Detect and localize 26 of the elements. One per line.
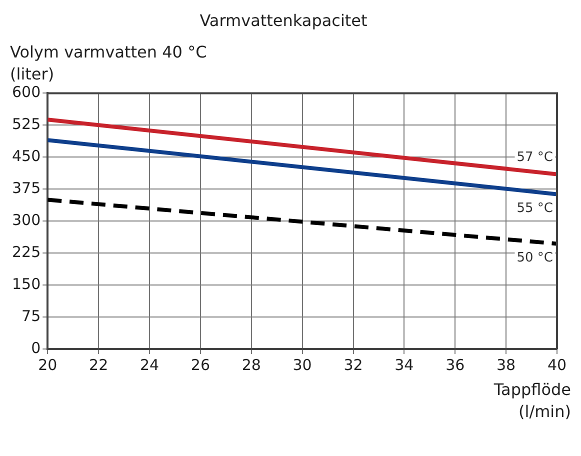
y-tick-label: 150 xyxy=(12,274,41,293)
y-tick-label: 0 xyxy=(31,338,41,357)
series-label: 50 °C xyxy=(516,250,553,266)
y-tick-label: 375 xyxy=(12,179,41,198)
x-tick-label: 38 xyxy=(496,356,516,374)
x-axis-title: Tappflöde (l/min) xyxy=(492,380,571,422)
y-axis-title: Volym varmvatten 40 °C (liter) xyxy=(10,42,207,84)
x-tick-label: 40 xyxy=(547,356,567,374)
y-tick-label: 300 xyxy=(12,210,41,229)
x-tick-label: 24 xyxy=(140,356,160,374)
x-tick-label: 28 xyxy=(242,356,261,374)
y-tick-label: 600 xyxy=(12,83,41,102)
x-tick-label: 22 xyxy=(89,356,108,374)
y-tick-label: 525 xyxy=(12,115,41,134)
x-tick-label: 20 xyxy=(38,356,58,374)
y-tick-label: 75 xyxy=(22,306,41,325)
x-tick-label: 26 xyxy=(190,356,210,374)
x-tick-label: 36 xyxy=(446,356,465,374)
series-label: 55 °C xyxy=(516,201,553,216)
x-tick-label: 32 xyxy=(344,356,363,374)
x-tick-label: 30 xyxy=(292,356,312,374)
series-label: 57 °C xyxy=(516,150,553,166)
y-tick-label: 450 xyxy=(12,147,41,166)
x-tick-label: 34 xyxy=(394,356,414,374)
y-tick-label: 225 xyxy=(12,242,41,261)
chart-title: Varmvattenkapacitet xyxy=(200,10,368,30)
